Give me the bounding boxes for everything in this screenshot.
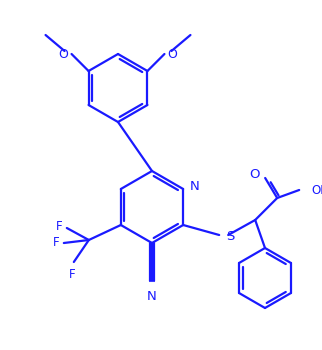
Text: O: O [167,49,177,62]
Text: O: O [250,168,260,182]
Text: N: N [147,290,157,303]
Text: S: S [226,231,234,244]
Text: O: O [59,49,69,62]
Text: F: F [69,268,75,281]
Text: OH: OH [311,183,322,196]
Text: F: F [56,219,63,232]
Text: N: N [190,180,200,193]
Text: F: F [53,237,60,250]
